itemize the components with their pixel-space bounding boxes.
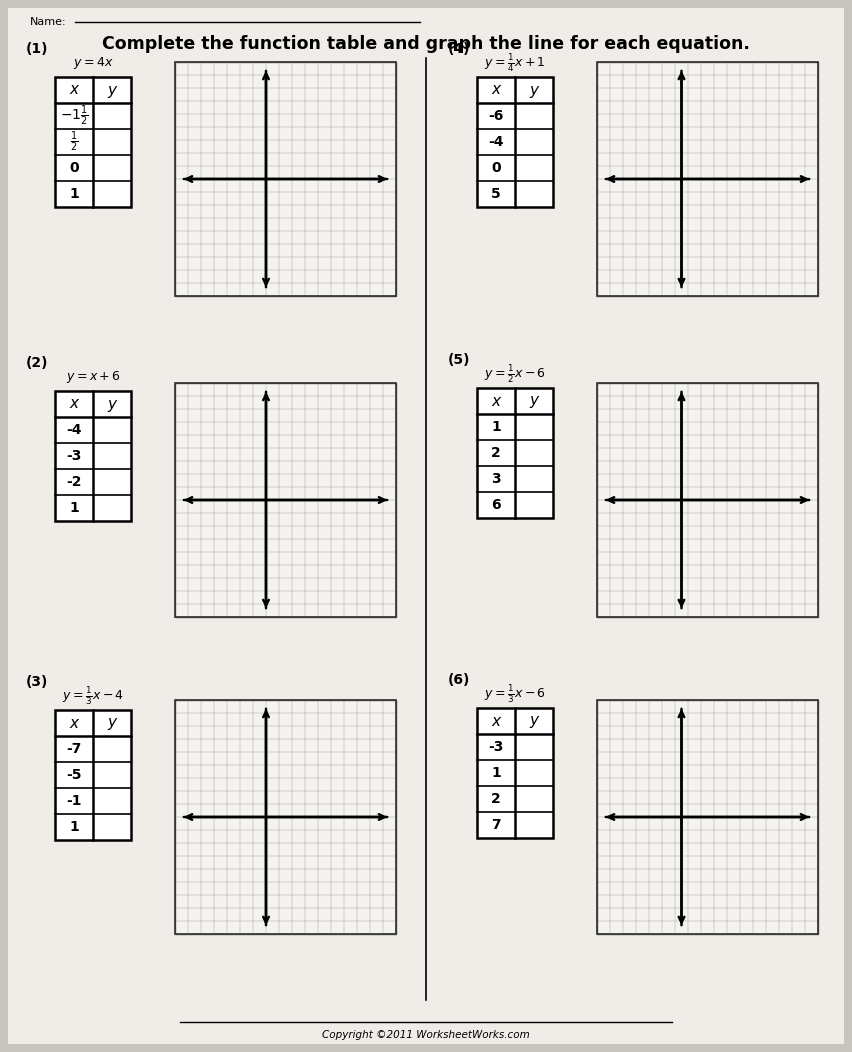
Text: $y = \frac{1}{3}x - 4$: $y = \frac{1}{3}x - 4$ <box>62 685 124 707</box>
Text: $\frac{1}{2}$: $\frac{1}{2}$ <box>70 129 78 155</box>
Text: -3: -3 <box>66 449 82 463</box>
Text: 0: 0 <box>69 161 79 175</box>
Text: (4): (4) <box>448 42 470 56</box>
Text: x: x <box>70 82 78 98</box>
Text: 1: 1 <box>69 501 79 515</box>
Text: $-1\frac{1}{2}$: $-1\frac{1}{2}$ <box>60 104 89 128</box>
Bar <box>175 700 396 934</box>
Text: -1: -1 <box>66 794 82 808</box>
Text: -6: -6 <box>488 109 504 123</box>
Text: $y = \frac{1}{3}x - 6$: $y = \frac{1}{3}x - 6$ <box>484 683 546 705</box>
Text: (1): (1) <box>26 42 49 56</box>
Bar <box>477 388 553 518</box>
Text: 1: 1 <box>69 187 79 201</box>
Text: y: y <box>107 82 117 98</box>
Bar <box>175 62 396 296</box>
Text: -4: -4 <box>66 423 82 437</box>
Text: -2: -2 <box>66 476 82 489</box>
Text: x: x <box>492 393 500 408</box>
Text: Complete the function table and graph the line for each equation.: Complete the function table and graph th… <box>102 35 750 53</box>
Bar <box>597 383 818 618</box>
Text: (6): (6) <box>448 673 470 687</box>
Text: -7: -7 <box>66 742 82 756</box>
Text: x: x <box>492 713 500 728</box>
Text: Copyright ©2011 WorksheetWorks.com: Copyright ©2011 WorksheetWorks.com <box>322 1030 530 1040</box>
Text: -3: -3 <box>488 740 504 754</box>
Bar <box>175 62 396 296</box>
Text: 2: 2 <box>491 446 501 460</box>
Bar <box>55 710 131 839</box>
Text: $y = x + 6$: $y = x + 6$ <box>66 369 120 385</box>
Bar <box>175 383 396 618</box>
Text: y: y <box>107 397 117 411</box>
Text: 1: 1 <box>491 420 501 434</box>
Text: (3): (3) <box>26 675 49 689</box>
Bar <box>597 700 818 934</box>
Text: 0: 0 <box>492 161 501 175</box>
Text: (2): (2) <box>26 356 49 370</box>
Text: -4: -4 <box>488 135 504 149</box>
Bar <box>597 62 818 296</box>
Text: y: y <box>529 393 538 408</box>
Text: Name:: Name: <box>30 17 66 27</box>
Text: x: x <box>70 715 78 730</box>
Text: y: y <box>529 82 538 98</box>
Bar <box>597 383 818 618</box>
Bar <box>597 700 818 934</box>
Text: y: y <box>529 713 538 728</box>
Text: y: y <box>107 715 117 730</box>
Text: $y = \frac{1}{2}x - 6$: $y = \frac{1}{2}x - 6$ <box>484 363 546 385</box>
Text: 5: 5 <box>491 187 501 201</box>
Text: $y = 4x$: $y = 4x$ <box>72 55 113 70</box>
Bar <box>55 77 131 207</box>
Text: 7: 7 <box>492 818 501 832</box>
Bar <box>175 383 396 618</box>
Text: $y = \frac{1}{4}x + 1$: $y = \frac{1}{4}x + 1$ <box>484 52 546 74</box>
Bar <box>477 77 553 207</box>
Text: 6: 6 <box>492 498 501 512</box>
Text: x: x <box>492 82 500 98</box>
Bar <box>55 391 131 521</box>
Text: 1: 1 <box>491 766 501 780</box>
Text: x: x <box>70 397 78 411</box>
Text: 2: 2 <box>491 792 501 806</box>
Bar <box>477 708 553 838</box>
Bar <box>597 62 818 296</box>
Text: 3: 3 <box>492 472 501 486</box>
Text: (5): (5) <box>448 353 470 367</box>
Text: 1: 1 <box>69 820 79 834</box>
Text: -5: -5 <box>66 768 82 782</box>
Bar <box>175 700 396 934</box>
